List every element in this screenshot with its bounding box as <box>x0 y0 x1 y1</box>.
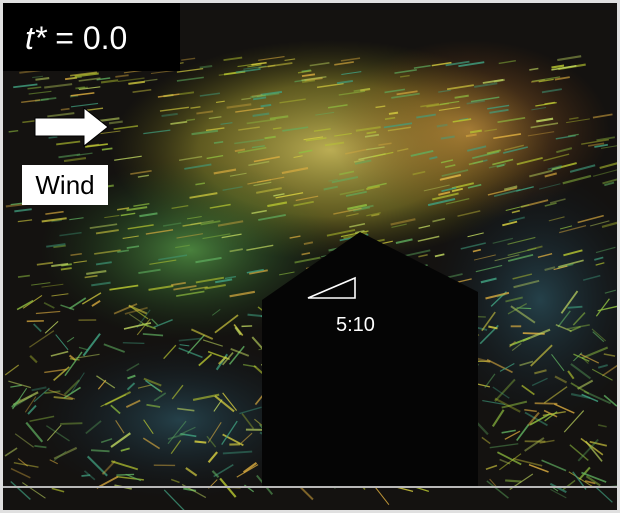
streak <box>49 137 58 138</box>
streak <box>261 105 272 106</box>
streak <box>91 450 109 451</box>
wind-label: Wind <box>35 170 94 200</box>
streak <box>360 89 370 90</box>
time-label: t* = 0.0 <box>25 20 127 56</box>
streak <box>389 113 398 114</box>
time-value: = 0.0 <box>55 20 127 56</box>
slope-label: 5:10 <box>336 314 375 336</box>
streak <box>195 441 207 442</box>
flow-image: 5:10 t* = 0.0 Wind <box>0 0 620 515</box>
streak <box>75 87 85 88</box>
streak <box>61 109 70 110</box>
streak <box>535 403 558 404</box>
streak <box>60 423 82 424</box>
streak <box>123 343 145 344</box>
streak <box>568 307 583 308</box>
streak <box>505 480 521 481</box>
time-symbol: t* <box>25 20 48 56</box>
streak <box>116 474 134 475</box>
page: 5:10 t* = 0.0 Wind (() => { const data =… <box>0 0 620 515</box>
